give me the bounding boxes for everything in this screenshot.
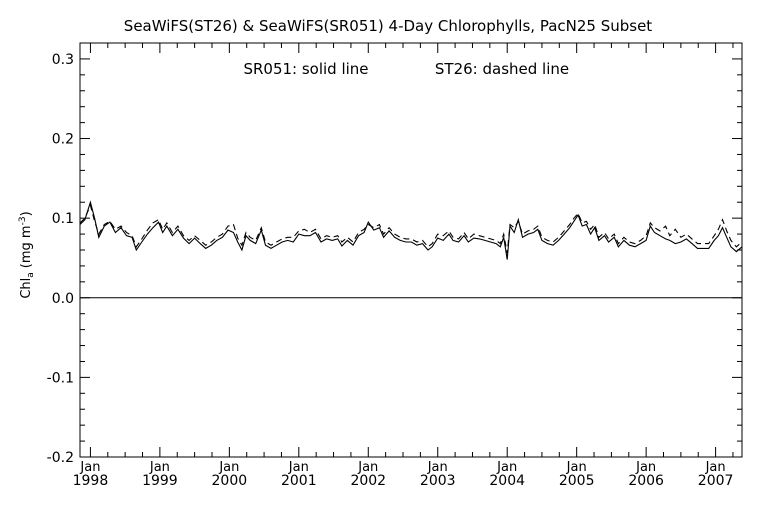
y-axis-label-close: ) — [19, 211, 34, 216]
x-tick-year-label: 2006 — [628, 473, 664, 489]
x-tick-month-label: Jan — [496, 460, 517, 475]
y-axis-label-superscript: -3 — [18, 216, 28, 225]
x-tick-year-label: 2003 — [420, 473, 456, 489]
x-tick-month-label: Jan — [566, 460, 587, 475]
x-tick-month-label: Jan — [635, 460, 656, 475]
plot-area: 0.30.20.10.0-0.1-0.2Jan1998Jan1999Jan200… — [47, 42, 743, 489]
y-tick-label: -0.1 — [47, 370, 74, 386]
x-tick-year-label: 2002 — [350, 473, 386, 489]
x-tick-month-label: Jan — [357, 460, 378, 475]
x-tick-month-label: Jan — [149, 460, 170, 475]
x-tick-month-label: Jan — [705, 460, 726, 475]
y-axis-label: Chla (mg m-3) — [18, 211, 36, 298]
y-axis-label-subscript: a — [26, 272, 36, 278]
x-tick-month-label: Jan — [427, 460, 448, 475]
y-tick-label: 0.1 — [52, 211, 74, 227]
x-tick-year-label: 2001 — [281, 473, 317, 489]
y-tick-label: 0.2 — [52, 132, 74, 148]
x-tick-year-label: 1998 — [73, 473, 109, 489]
x-tick-month-label: Jan — [79, 460, 100, 475]
y-tick-label: 0.0 — [52, 291, 74, 307]
y-tick-label: -0.2 — [47, 450, 74, 466]
annotation-dashed-line: ST26: dashed line — [435, 60, 569, 78]
x-tick-year-label: 2007 — [698, 473, 734, 489]
y-axis-label-main: Chl — [19, 278, 34, 299]
series-line-st26 — [79, 203, 743, 254]
x-tick-year-label: 2004 — [489, 473, 525, 489]
y-axis-label-units: (mg m — [19, 225, 34, 268]
x-tick-year-label: 2000 — [212, 473, 248, 489]
series-line-sr051 — [79, 200, 743, 260]
chart-title: SeaWiFS(ST26) & SeaWiFS(SR051) 4-Day Chl… — [124, 17, 653, 35]
x-tick-month-label: Jan — [288, 460, 309, 475]
x-tick-year-label: 2005 — [559, 473, 595, 489]
plot-frame — [79, 42, 743, 458]
x-tick-year-label: 1999 — [142, 473, 178, 489]
y-tick-label: 0.3 — [52, 52, 74, 68]
annotation-solid-line: SR051: solid line — [243, 60, 368, 78]
x-tick-month-label: Jan — [218, 460, 239, 475]
